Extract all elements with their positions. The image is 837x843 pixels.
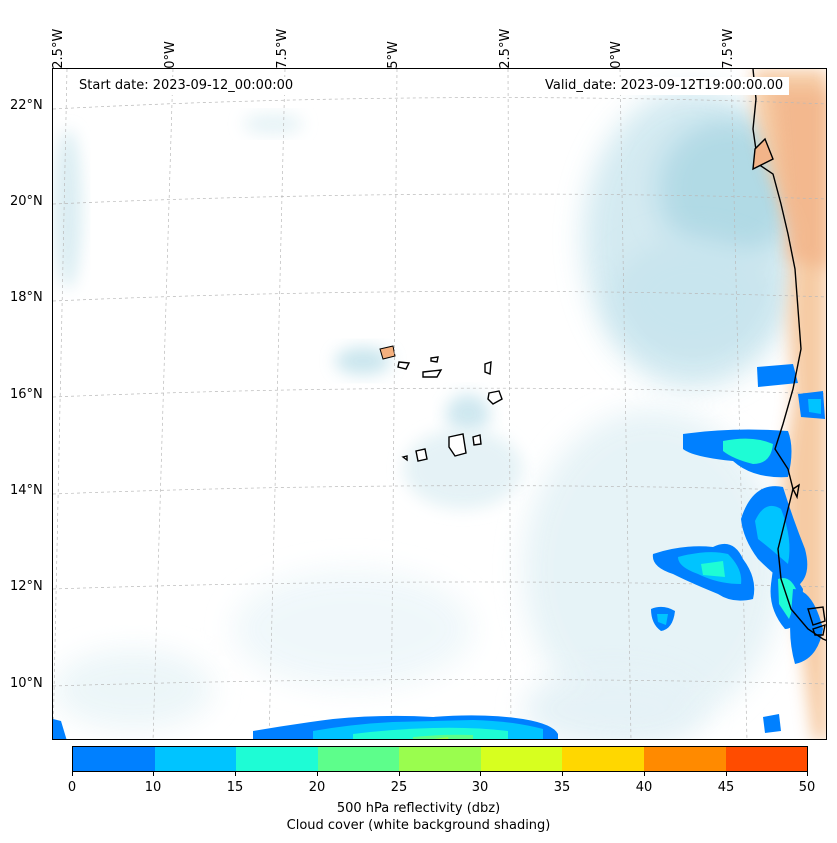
map-panel <box>52 68 827 740</box>
colorbar-tick <box>317 772 318 776</box>
colorbar-segment-35-40 <box>562 747 644 771</box>
colorbar-segment-0-10 <box>73 747 155 771</box>
colorbar-tick-label: 40 <box>635 780 653 795</box>
coastlines <box>397 69 826 641</box>
colorbar-tick <box>72 772 73 776</box>
colorbar-segment-10-15 <box>154 747 237 771</box>
colorbar-tick-label: 20 <box>308 780 326 795</box>
lat-label-16n: 16°N <box>10 387 43 402</box>
start-date-label: Start date: 2023-09-12_00:00:00 <box>73 77 300 95</box>
colorbar-title: 500 hPa reflectivity (dbz) <box>336 801 501 816</box>
colorbar-segment-40-45 <box>643 747 726 771</box>
colorbar-tick-label: 50 <box>798 780 816 795</box>
colorbar-tick <box>153 772 154 776</box>
colorbar-segment-25-30 <box>399 747 481 771</box>
colorbar-tick <box>726 772 727 776</box>
colorbar-tick-label: 15 <box>226 780 244 795</box>
lat-label-18n: 18°N <box>10 290 43 305</box>
colorbar-segment-45-50 <box>725 747 808 771</box>
lat-label-12n: 12°N <box>10 579 43 594</box>
lat-label-22n: 22°N <box>10 98 43 113</box>
reflectivity-cells <box>53 364 825 739</box>
lat-label-10n: 10°N <box>10 676 43 691</box>
colorbar-tick-label: 25 <box>390 780 408 795</box>
map-canvas <box>53 69 826 739</box>
cloud-cover-shading <box>53 89 803 739</box>
colorbar-tick-label: 35 <box>553 780 571 795</box>
colorbar <box>72 746 808 772</box>
colorbar-segment-30-35 <box>480 747 563 771</box>
colorbar-tick <box>562 772 563 776</box>
colorbar-tick <box>399 772 400 776</box>
colorbar-tick-label: 0 <box>67 780 77 795</box>
colorbar-tick-label: 30 <box>471 780 489 795</box>
colorbar-tick <box>235 772 236 776</box>
colorbar-tick <box>480 772 481 776</box>
lat-label-14n: 14°N <box>10 483 43 498</box>
valid-date-label: Valid_date: 2023-09-12T19:00:00.00 <box>539 77 790 95</box>
gridlines <box>53 69 826 739</box>
colorbar-subtitle: Cloud cover (white background shading) <box>286 818 551 833</box>
colorbar-segment-20-25 <box>317 747 400 771</box>
colorbar-tick-label: 10 <box>144 780 162 795</box>
colorbar-tick <box>807 772 808 776</box>
colorbar-segment-15-20 <box>236 747 318 771</box>
lat-label-20n: 20°N <box>10 194 43 209</box>
colorbar-tick-label: 45 <box>717 780 735 795</box>
colorbar-tick <box>644 772 645 776</box>
